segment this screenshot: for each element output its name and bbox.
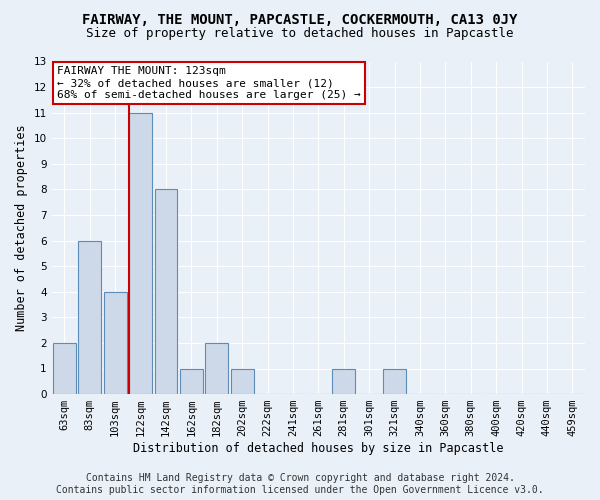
Text: Size of property relative to detached houses in Papcastle: Size of property relative to detached ho… [86, 28, 514, 40]
Bar [383, 368, 406, 394]
Bar [53, 343, 76, 394]
Bar [79, 240, 101, 394]
X-axis label: Distribution of detached houses by size in Papcastle: Distribution of detached houses by size … [133, 442, 503, 455]
Bar [155, 190, 178, 394]
Text: Contains HM Land Registry data © Crown copyright and database right 2024.
Contai: Contains HM Land Registry data © Crown c… [56, 474, 544, 495]
Y-axis label: Number of detached properties: Number of detached properties [15, 124, 28, 331]
Bar [205, 343, 228, 394]
Bar [332, 368, 355, 394]
Text: FAIRWAY THE MOUNT: 123sqm
← 32% of detached houses are smaller (12)
68% of semi-: FAIRWAY THE MOUNT: 123sqm ← 32% of detac… [57, 66, 361, 100]
Bar [129, 112, 152, 394]
Text: FAIRWAY, THE MOUNT, PAPCASTLE, COCKERMOUTH, CA13 0JY: FAIRWAY, THE MOUNT, PAPCASTLE, COCKERMOU… [82, 12, 518, 26]
Bar [104, 292, 127, 394]
Bar [180, 368, 203, 394]
Bar [231, 368, 254, 394]
